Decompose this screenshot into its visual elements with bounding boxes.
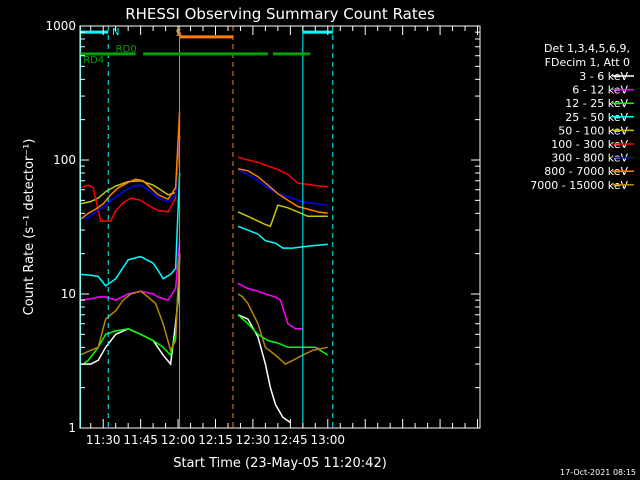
legend-item-label: 100 - 300 keV: [551, 138, 628, 151]
series-line-6-seg-0: [80, 116, 181, 219]
x-tick-label: 11:30: [86, 433, 121, 447]
legend-item-label: 6 - 12 keV: [572, 84, 628, 97]
legend-header-detectors: Det 1,3,4,5,6,9,: [544, 42, 630, 55]
series-line-2-seg-0: [82, 259, 181, 365]
night-label: N: [112, 27, 119, 38]
legend-item-label: 12 - 25 keV: [565, 97, 628, 110]
series-line-5-seg-0: [79, 119, 181, 222]
series-line-7-seg-0: [79, 111, 181, 221]
legend-item-label: 50 - 100 keV: [558, 124, 628, 137]
footer-date: 17-Oct-2021 08:15: [560, 468, 636, 477]
saa-label: S: [176, 28, 182, 39]
series-line-3-seg-1: [237, 225, 328, 249]
series-layer: [79, 111, 329, 424]
series-line-1-seg-1: [237, 282, 303, 330]
y-tick-label: 100: [53, 153, 76, 167]
legend-item-label: 300 - 800 keV: [551, 152, 628, 165]
legend-item-label: 3 - 6 keV: [579, 70, 628, 83]
x-tick-label: 12:45: [273, 433, 308, 447]
series-line-8-seg-0: [79, 253, 181, 356]
series-line-8-seg-1: [237, 293, 328, 366]
legend-header-decimation: FDecim 1, Att 0: [545, 56, 630, 69]
rd0-label: RD0: [116, 44, 137, 55]
y-axis-label: Count Rate (s⁻¹ detector⁻¹): [22, 139, 37, 316]
state-layer: N S RD0 RD4: [80, 27, 333, 66]
legend-item-label: 7000 - 15000 keV: [530, 179, 628, 192]
x-axis-label: Start Time (23-May-05 11:20:42): [173, 456, 387, 471]
series-line-7-seg-1: [237, 168, 328, 215]
x-tick-label: 11:45: [123, 433, 158, 447]
x-tick-label: 12:15: [198, 433, 233, 447]
series-line-3-seg-0: [80, 172, 181, 287]
x-tick-label: 12:00: [161, 433, 196, 447]
y-tick-label: 10: [61, 287, 76, 301]
y-tick-label: 1: [68, 421, 76, 435]
rd4-label: RD4: [83, 55, 104, 66]
y-tick-label: 1000: [45, 19, 76, 33]
axis-layer: 1 10 100 1000 11:30 11:45 12:00 12:15 12:30 12:45…: [45, 19, 481, 447]
legend-item-label: 800 - 7000 keV: [544, 165, 628, 178]
series-line-2-seg-1: [237, 314, 329, 356]
x-tick-label: 13:00: [310, 433, 345, 447]
series-line-4-seg-1: [237, 204, 328, 228]
series-line-6-seg-1: [237, 168, 328, 206]
series-line-0-seg-1: [237, 314, 291, 424]
legend-item-label: 25 - 50 keV: [565, 111, 628, 124]
series-line-5-seg-1: [237, 156, 328, 188]
chart-title: RHESSI Observing Summary Count Rates: [125, 5, 435, 23]
x-tick-label: 12:30: [236, 433, 271, 447]
series-line-4-seg-0: [80, 136, 181, 205]
plot-frame: [79, 25, 481, 429]
